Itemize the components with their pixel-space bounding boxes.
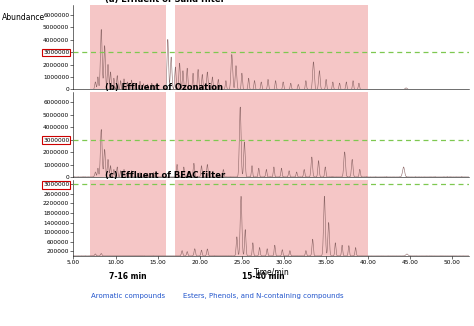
Text: (c) Effluent of BEAC filter: (c) Effluent of BEAC filter: [105, 170, 225, 180]
Bar: [158, 180, 368, 256]
Bar: [158, 92, 368, 177]
Bar: [91, 5, 166, 89]
Text: 7-16 min: 7-16 min: [109, 272, 147, 281]
Text: 15-40 min: 15-40 min: [242, 272, 284, 281]
Text: Abundance: Abundance: [2, 13, 46, 22]
Text: Esters, Phenols, and N-containing compounds: Esters, Phenols, and N-containing compou…: [182, 293, 343, 299]
Bar: [166, 180, 174, 256]
Text: (a) Effluent of Sand filter: (a) Effluent of Sand filter: [105, 0, 225, 5]
Text: (b) Effluent of Ozonation: (b) Effluent of Ozonation: [105, 83, 223, 92]
Bar: [91, 180, 166, 256]
Text: Aromatic compounds: Aromatic compounds: [91, 293, 165, 299]
X-axis label: Time/min: Time/min: [254, 268, 289, 277]
Bar: [158, 5, 368, 89]
Bar: [166, 5, 174, 89]
Bar: [91, 92, 166, 177]
Bar: [166, 92, 174, 177]
